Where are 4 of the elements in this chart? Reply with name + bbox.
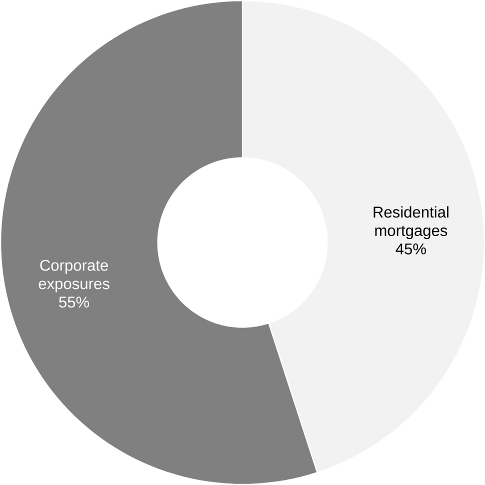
slice-label: Residential mortgages: [374, 206, 448, 240]
data-label: 55%: [59, 296, 90, 308]
slice-label: Corporate exposures: [38, 260, 110, 292]
data-label: 45%: [396, 244, 426, 254]
